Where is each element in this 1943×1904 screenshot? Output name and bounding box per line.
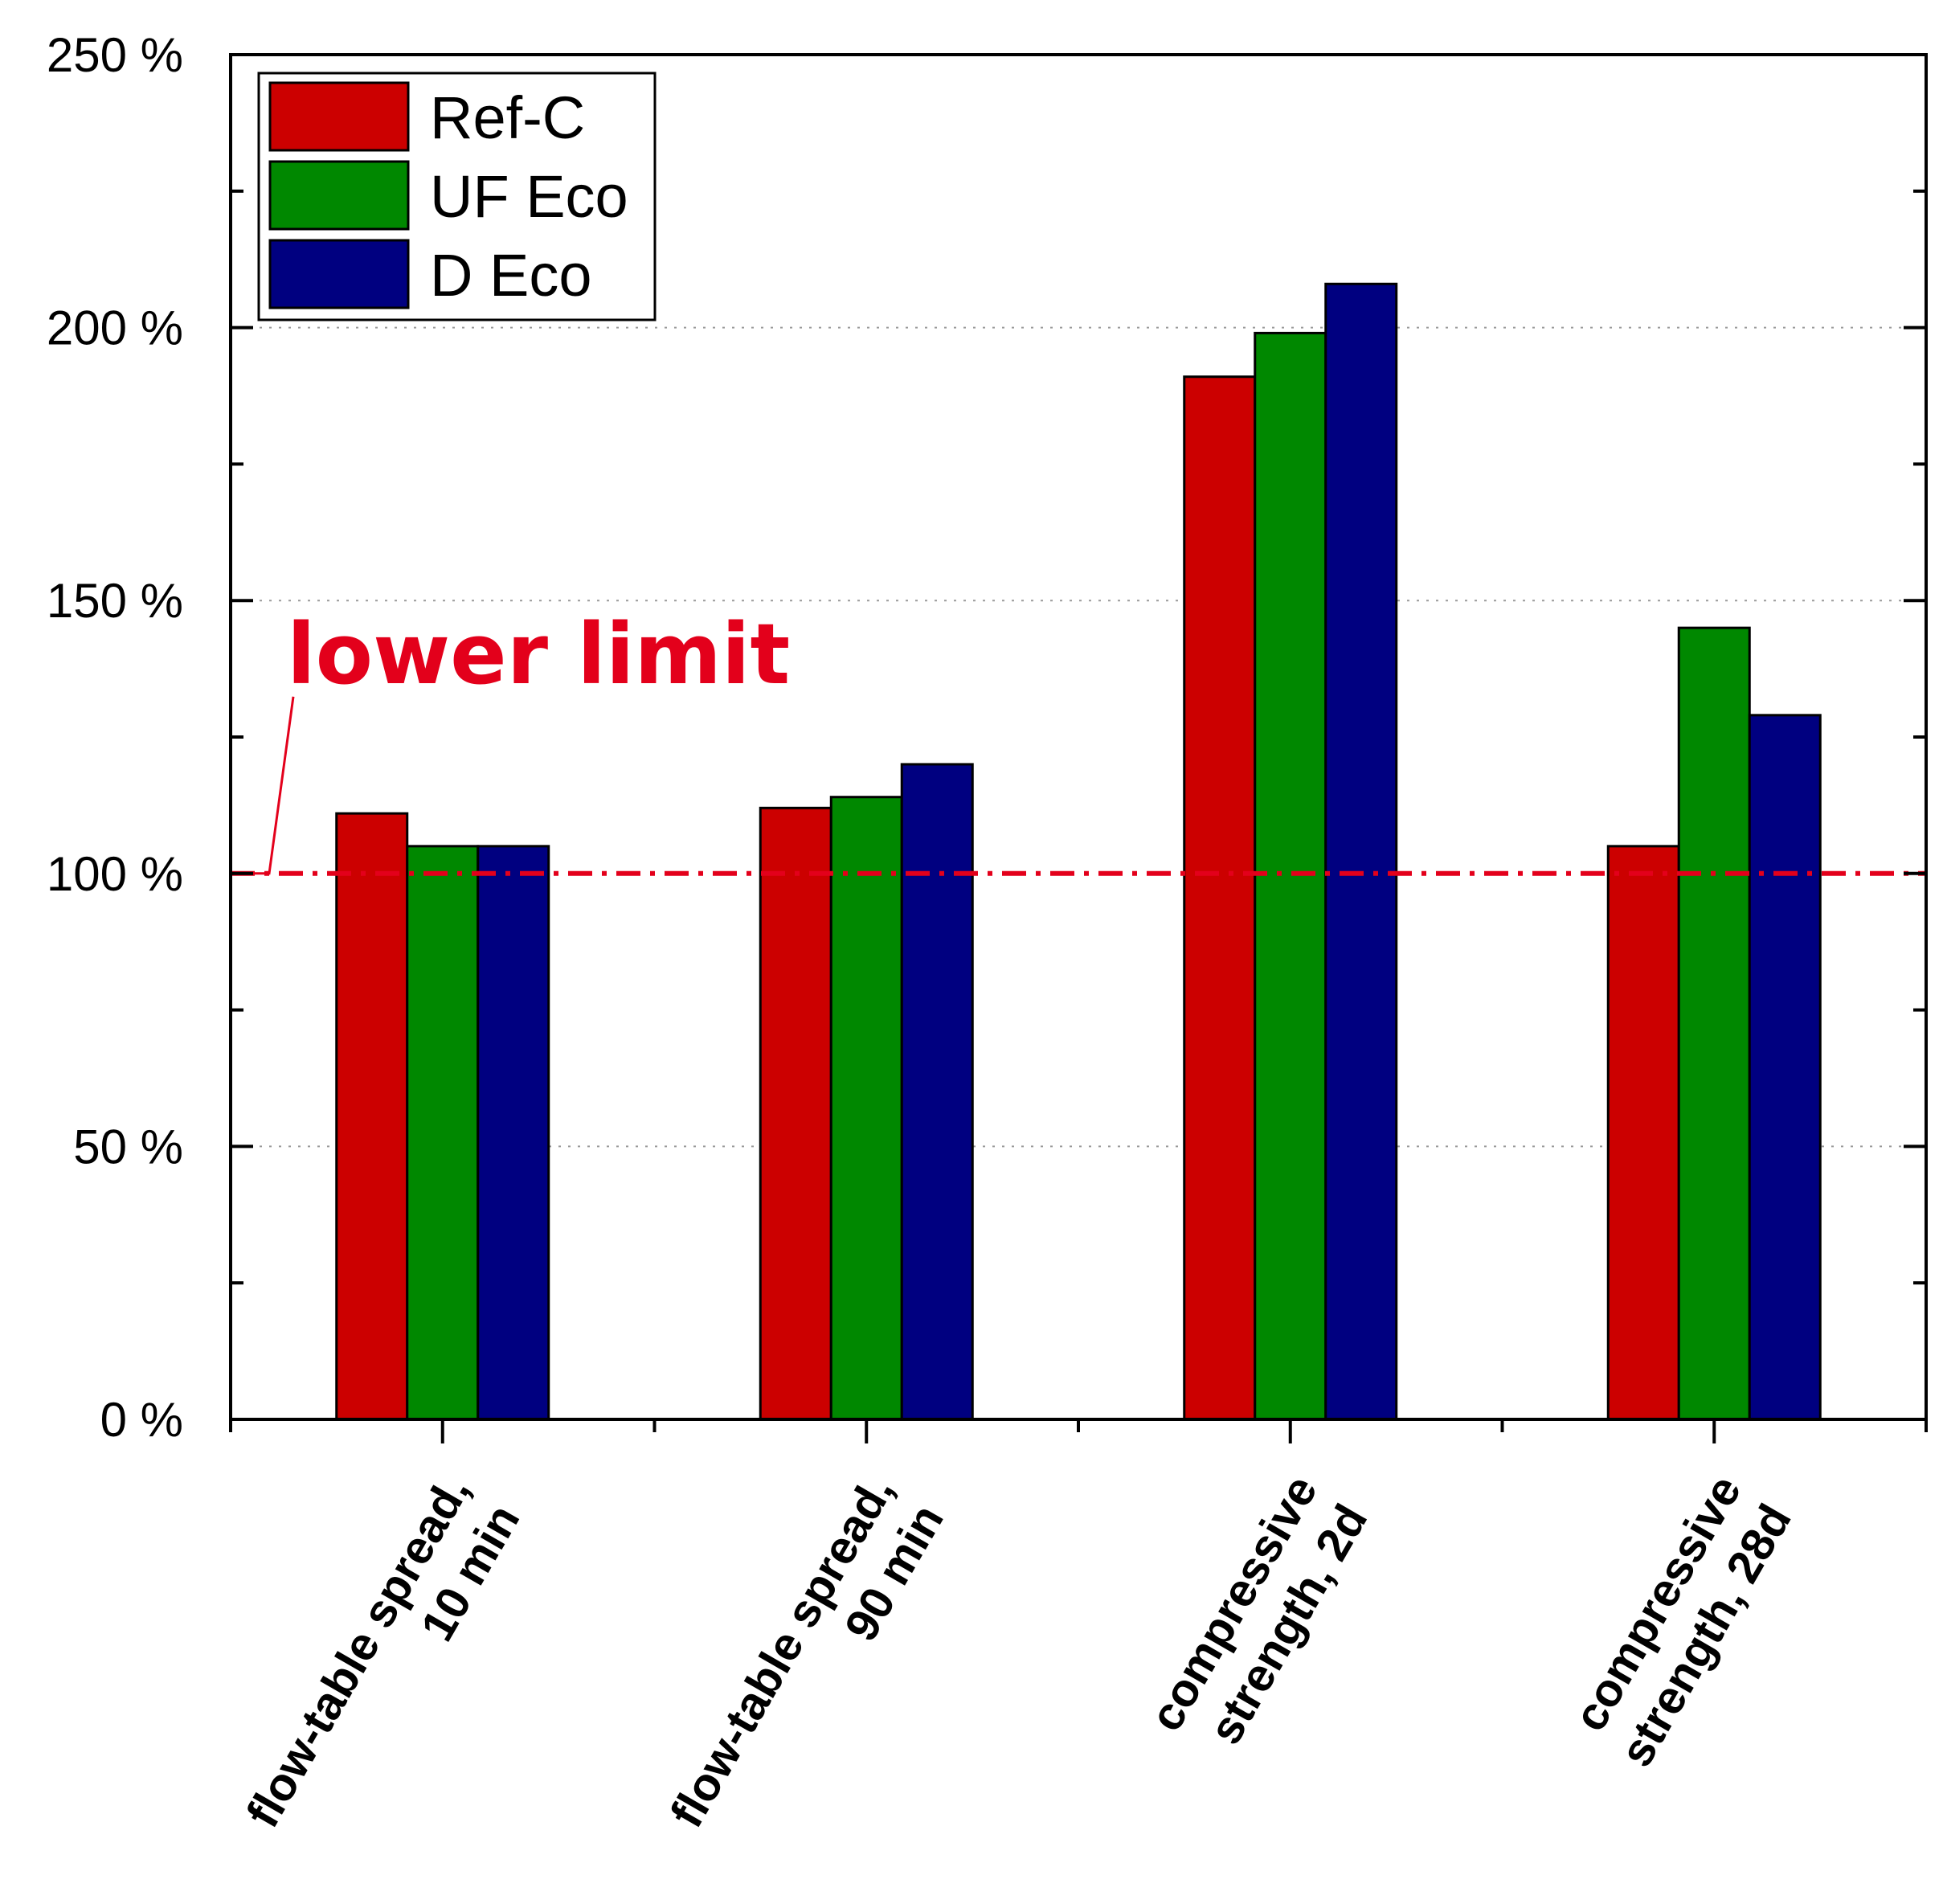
bar-ref-c-3 xyxy=(1183,375,1257,1421)
y-tick-labels: 0 % 50 % 100 % 150 % 200 % 250 % xyxy=(47,28,183,1447)
reference-line-label: lower limit xyxy=(287,605,790,703)
axes xyxy=(229,53,1928,1443)
bar-d-eco-1 xyxy=(477,845,550,1421)
legend-label-ref-c: Ref-C xyxy=(430,84,585,151)
legend-swatch-uf-eco xyxy=(268,160,410,231)
y-tick-label-100: 100 % xyxy=(47,847,183,901)
legend-swatch-ref-c xyxy=(268,81,410,152)
reference-line-leader xyxy=(253,696,295,875)
x-category-label-2: flow-table spread,90 min xyxy=(661,1467,954,1865)
bar-uf-eco-2 xyxy=(829,796,903,1421)
bar-d-eco-4 xyxy=(1748,714,1822,1421)
bar-uf-eco-1 xyxy=(406,845,480,1421)
bar-uf-eco-3 xyxy=(1254,331,1327,1421)
y-tick-label-50: 50 % xyxy=(73,1120,183,1173)
y-tick-label-250: 250 % xyxy=(47,28,183,82)
x-category-labels: flow-table spread,10 min flow-table sprea… xyxy=(236,1467,1802,1865)
legend: Ref-C UF Eco D Eco xyxy=(257,72,657,321)
reference-line-group: lower limit xyxy=(231,605,1926,876)
bar-d-eco-2 xyxy=(900,763,974,1421)
bar-ref-c-2 xyxy=(759,806,832,1421)
x-category-label-1-line-1: flow-table spread, xyxy=(236,1467,480,1836)
x-category-label-4: compressivestrength, 28d xyxy=(1560,1467,1802,1775)
x-category-label-2-line-1: flow-table spread, xyxy=(661,1467,904,1836)
bar-ref-c-1 xyxy=(335,812,409,1421)
y-tick-label-150: 150 % xyxy=(47,574,183,628)
bar-uf-eco-4 xyxy=(1677,626,1751,1421)
y-tick-label-200: 200 % xyxy=(47,301,183,355)
y-tick-label-0: 0 % xyxy=(100,1393,183,1447)
legend-swatch-d-eco xyxy=(268,239,410,309)
legend-label-uf-eco: UF Eco xyxy=(430,163,628,230)
x-category-label-3: compressivestrength, 2d xyxy=(1139,1467,1377,1769)
bars xyxy=(335,282,1822,1421)
legend-label-d-eco: D Eco xyxy=(430,242,592,309)
bar-d-eco-3 xyxy=(1324,282,1398,1421)
bar-ref-c-4 xyxy=(1606,845,1680,1421)
x-category-label-1: flow-table spread,10 min xyxy=(236,1467,530,1865)
